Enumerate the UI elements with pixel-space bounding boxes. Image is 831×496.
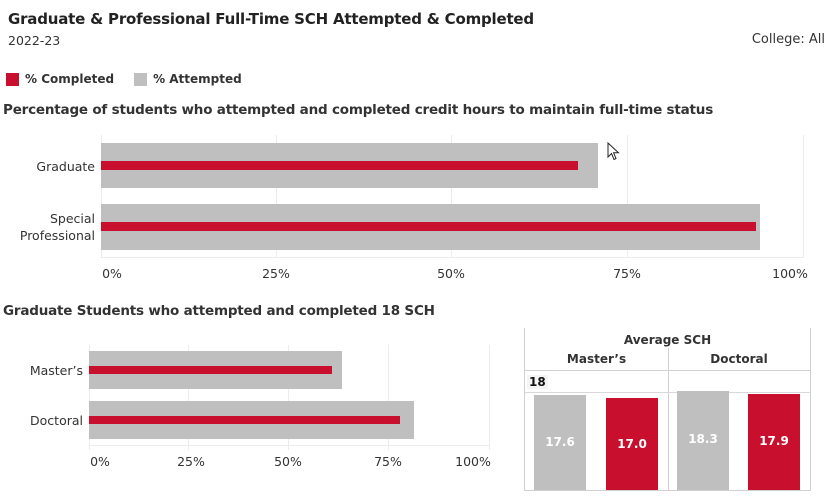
chart1-title: Percentage of students who attempted and…	[3, 102, 714, 118]
value-label: 17.9	[759, 434, 789, 448]
bar-masters-completed[interactable]	[89, 366, 332, 374]
chart2-title: Graduate Students who attempted and comp…	[3, 303, 435, 319]
x-tick: 25%	[262, 266, 290, 281]
gridline	[101, 135, 102, 257]
y-label-professional: Professional	[19, 228, 95, 243]
column-divider	[668, 348, 669, 490]
gridline	[627, 135, 628, 257]
x-tick: 75%	[613, 266, 641, 281]
legend: % Completed % Attempted	[6, 72, 262, 86]
x-tick: 50%	[274, 454, 302, 469]
legend-item-attempted[interactable]: % Attempted	[134, 72, 242, 86]
y-label-special: Special	[49, 211, 95, 226]
x-tick: 0%	[102, 266, 122, 281]
bar-doctoral-completed[interactable]	[89, 416, 400, 424]
x-tick: 0%	[90, 454, 110, 469]
y-label-graduate: Graduate	[36, 159, 95, 174]
bar-special-professional-completed[interactable]	[101, 222, 756, 231]
bar-doctoral-avg-completed[interactable]	[748, 394, 800, 490]
average-sch-title: Average SCH	[623, 333, 712, 347]
average-sch-panel: Average SCH Master’s Doctoral 18 17.6 17…	[524, 328, 811, 491]
value-label: 17.0	[617, 437, 647, 451]
college-filter-label: College: All	[751, 32, 825, 47]
x-tick: 100%	[455, 454, 491, 469]
bar-masters-avg-completed[interactable]	[606, 398, 658, 490]
x-tick: 25%	[177, 454, 205, 469]
bar-doctoral-avg-attempted[interactable]	[677, 391, 729, 490]
value-label: 18.3	[688, 432, 718, 446]
gridline	[388, 345, 389, 450]
x-axis-line	[89, 445, 490, 446]
dashboard-title: Graduate & Professional Full-Time SCH At…	[8, 10, 534, 28]
column-header-doctoral: Doctoral	[710, 352, 768, 366]
completed-swatch-icon	[6, 72, 19, 86]
legend-label: % Attempted	[153, 72, 242, 86]
gridline	[188, 345, 189, 450]
legend-label: % Completed	[25, 72, 115, 86]
x-tick: 100%	[772, 266, 808, 281]
gridline	[288, 345, 289, 450]
value-label: 17.6	[545, 435, 575, 449]
reference-line-18	[525, 392, 810, 393]
legend-item-completed[interactable]: % Completed	[6, 72, 114, 86]
gridline	[89, 345, 90, 450]
mouse-cursor-icon	[607, 142, 620, 161]
bar-graduate-completed[interactable]	[101, 161, 578, 170]
y-label-masters: Master’s	[29, 363, 83, 378]
academic-year: 2022-23	[8, 33, 61, 48]
gridline	[803, 135, 804, 257]
x-tick: 50%	[437, 266, 465, 281]
gridline	[276, 135, 277, 257]
column-header-masters: Master’s	[566, 352, 627, 366]
y-label-doctoral: Doctoral	[30, 413, 83, 428]
reference-label: 18	[527, 375, 548, 389]
attempted-swatch-icon	[134, 72, 148, 86]
x-tick: 75%	[374, 454, 402, 469]
gridline	[451, 135, 452, 257]
bar-masters-avg-attempted[interactable]	[534, 395, 586, 490]
header-divider	[525, 370, 810, 371]
x-axis-line	[101, 257, 804, 258]
gridline	[489, 345, 490, 450]
